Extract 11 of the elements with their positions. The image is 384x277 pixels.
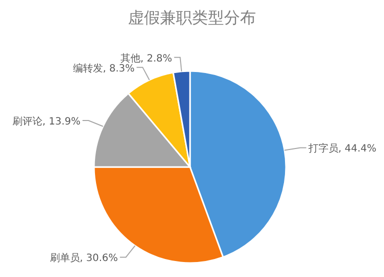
data-label: , 8.3%	[102, 63, 135, 74]
slice-label: 打字员	[307, 142, 338, 155]
data-label: , 44.4%	[338, 144, 376, 155]
slice-label: 编转发	[72, 62, 103, 74]
slice-label: 刷评论	[12, 115, 42, 128]
data-label: , 30.6%	[80, 253, 118, 264]
slice-label: 其他	[120, 52, 140, 64]
chart-title: 虚假兼职类型分布	[127, 8, 257, 29]
data-label: , 2.8%	[140, 53, 172, 64]
data-label: , 13.9%	[42, 116, 81, 128]
slice-label: 刷单员	[50, 252, 80, 264]
